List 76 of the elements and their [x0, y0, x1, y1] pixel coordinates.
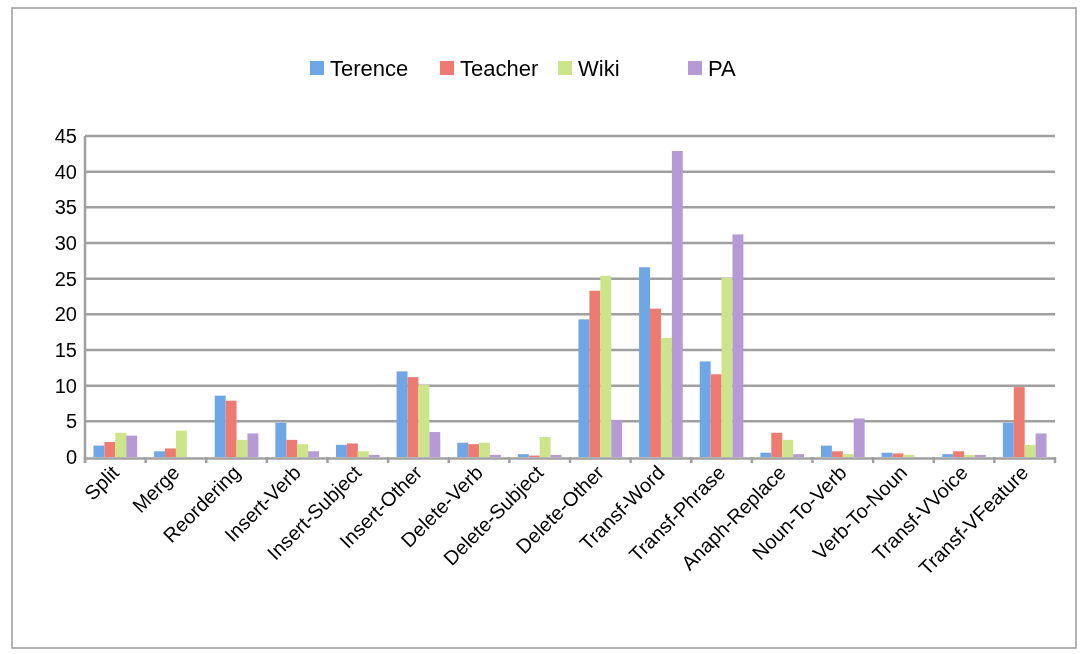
bar	[974, 454, 986, 457]
bar	[154, 451, 166, 457]
bar	[820, 445, 832, 457]
bar	[853, 418, 865, 457]
y-tick-label: 35	[54, 196, 77, 219]
bar	[578, 319, 590, 457]
y-tick-label: 30	[54, 232, 77, 254]
bar	[964, 454, 975, 457]
bar	[953, 451, 965, 457]
bar	[214, 395, 226, 457]
y-tick-label: 25	[54, 267, 77, 290]
bar	[1035, 433, 1047, 457]
bar	[308, 451, 320, 457]
bar	[782, 439, 794, 457]
bar	[721, 277, 733, 457]
bar	[346, 443, 358, 457]
bar	[660, 337, 672, 457]
bar	[831, 451, 843, 457]
y-tick-label: 20	[54, 303, 77, 326]
bar	[407, 377, 419, 457]
bar	[639, 267, 651, 457]
bar	[297, 444, 309, 457]
bar	[671, 150, 683, 457]
bar	[600, 275, 612, 457]
bar	[275, 422, 287, 457]
bar	[650, 308, 661, 457]
bar	[771, 432, 783, 457]
legend-label: Wiki	[578, 55, 620, 81]
bar	[93, 445, 105, 457]
bar	[104, 442, 116, 457]
legend-label: Teacher	[460, 55, 539, 81]
bar	[793, 454, 805, 457]
bar	[457, 442, 469, 457]
bar	[942, 454, 954, 457]
bar	[286, 439, 298, 457]
bar	[1013, 387, 1025, 457]
bar	[710, 374, 722, 457]
bar	[1024, 444, 1036, 457]
bar	[699, 361, 711, 457]
bar	[550, 454, 562, 457]
bar	[335, 444, 347, 457]
bar	[489, 454, 501, 457]
bar	[611, 419, 623, 457]
bar	[247, 433, 259, 457]
bar	[517, 454, 529, 457]
bar	[539, 437, 551, 457]
bar	[236, 439, 248, 457]
bar	[165, 448, 176, 457]
bar	[115, 432, 127, 457]
bar	[479, 442, 490, 457]
bar	[1002, 422, 1014, 457]
bar	[903, 454, 915, 457]
y-tick-label: 0	[65, 446, 77, 468]
bar	[429, 432, 441, 457]
bar	[732, 234, 744, 457]
bar	[418, 384, 430, 457]
bar	[468, 444, 480, 457]
bar	[760, 452, 772, 457]
bar	[225, 400, 237, 457]
y-tick-label: 40	[54, 160, 77, 183]
bar	[892, 453, 904, 457]
legend-label: PA	[708, 55, 737, 81]
legend-label: Terence	[330, 55, 409, 81]
bar	[368, 454, 380, 457]
bar	[357, 451, 369, 457]
bar	[126, 435, 138, 457]
bar	[175, 430, 187, 457]
bar	[881, 452, 893, 457]
y-tick-label: 10	[54, 374, 77, 397]
bar	[842, 454, 854, 457]
y-tick-label: 45	[54, 125, 77, 147]
y-tick-label: 5	[65, 410, 77, 433]
bar	[396, 371, 408, 457]
x-tick-label: Split	[80, 460, 124, 505]
bar	[589, 290, 601, 457]
y-tick-label: 15	[54, 339, 77, 361]
